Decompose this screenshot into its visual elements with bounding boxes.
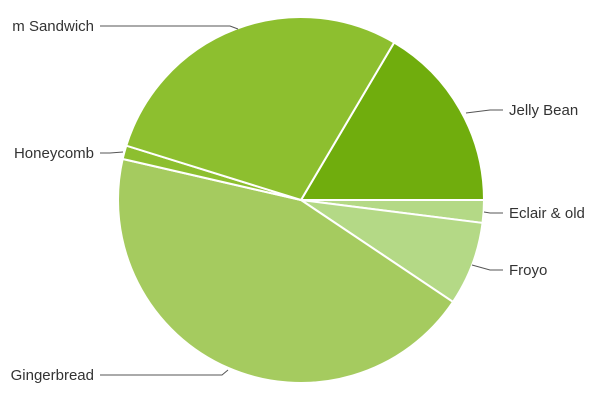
label-gingerbread: Gingerbread (11, 367, 94, 384)
label-honeycomb: Honeycomb (14, 145, 94, 162)
leader-lines (100, 25, 503, 376)
slice-jelly-bean (299, 41, 486, 201)
leader-line-ice-cream-sandwich (100, 25, 239, 30)
slice-labels: Jelly Bean Eclair & old Froyo Gingerbrea… (11, 18, 585, 384)
leader-line-jelly-bean (465, 109, 503, 114)
leader-line-gingerbread (100, 369, 229, 376)
leader-line-eclair-older (483, 211, 503, 214)
pie-slices (117, 16, 486, 384)
label-jelly-bean: Jelly Bean (509, 102, 578, 119)
label-eclair-older: Eclair & old (509, 205, 585, 222)
leader-line-honeycomb (100, 151, 124, 154)
slice-gingerbread (117, 157, 455, 384)
slice-ice-cream-sandwich (125, 16, 396, 202)
leader-line-froyo (471, 264, 503, 271)
label-ice-cream-sandwich: m Sandwich (12, 18, 94, 35)
label-froyo: Froyo (509, 262, 547, 279)
